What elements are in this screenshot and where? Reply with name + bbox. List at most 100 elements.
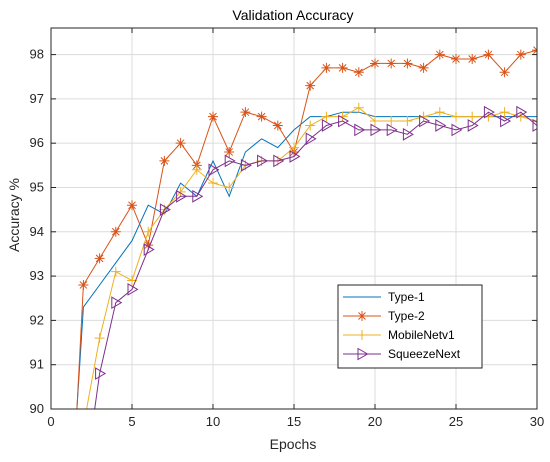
data-point [143,226,154,237]
y-tick-label: 95 [30,179,44,194]
data-point [435,119,447,132]
data-point [321,119,333,132]
data-point [208,111,218,122]
data-point [208,178,218,189]
data-point [370,58,380,69]
y-tick-label: 98 [30,47,44,62]
data-point [256,111,267,122]
data-point [159,203,171,217]
data-point [175,186,186,197]
data-point [532,116,537,127]
data-point [321,111,332,122]
data-point [191,164,202,175]
data-point [337,62,348,73]
data-point [499,107,510,118]
data-point [94,253,105,264]
data-point [305,120,316,131]
legend-marker [357,330,367,340]
data-point [353,67,364,78]
data-point [192,189,204,203]
legend-label: MobileNetv1 [388,328,455,342]
x-axis-label: Epochs [270,436,317,452]
data-point [159,155,170,166]
legend-item: Type-1 [343,290,425,304]
data-point [467,111,478,122]
x-tick-label: 10 [206,414,220,429]
data-point [273,154,285,168]
data-point [418,111,429,122]
data-point [305,132,317,146]
data-point [176,189,188,203]
data-point [434,49,445,60]
data-point [500,114,512,128]
series-area [76,45,537,409]
data-point [224,147,235,158]
data-point [483,111,494,122]
data-point [386,58,397,69]
data-point [94,333,105,344]
data-point [240,158,252,172]
data-point [143,240,154,251]
legend-marker [357,311,367,321]
data-point [451,123,463,137]
data-point [483,49,494,60]
y-tick-label: 97 [30,91,44,106]
x-tick-label: 0 [47,414,54,429]
legend-label: Type-2 [388,309,425,323]
data-point [95,367,107,380]
y-tick-label: 94 [30,224,44,239]
data-point [434,107,445,118]
data-point [419,114,431,128]
data-point [305,80,316,91]
y-tick-label: 90 [30,401,44,416]
data-point [515,49,526,60]
data-point [370,116,380,127]
data-point [111,296,123,310]
data-point [175,138,186,149]
data-point [386,123,398,137]
data-point [418,62,429,73]
data-point [257,154,269,168]
data-point [224,182,235,193]
data-point [321,62,332,73]
data-point [451,54,461,65]
data-point [515,111,526,122]
data-point [272,120,283,131]
data-point [224,154,236,168]
y-tick-label: 91 [30,357,44,372]
data-point [110,266,121,277]
series-squeezenext [94,105,537,409]
data-point [338,114,350,128]
data-point [532,119,537,132]
data-point [516,105,528,119]
data-point [354,123,366,137]
data-point [370,123,382,137]
legend: Type-1 Type-2 MobileNetv1 SqueezeNext [337,284,483,369]
y-tick-label: 93 [30,268,44,283]
legend-label: SqueezeNext [388,347,461,361]
x-tick-label: 20 [368,414,382,429]
data-point [110,226,121,237]
series-type-2 [76,45,537,409]
x-tick-label: 15 [287,414,301,429]
data-point [289,142,299,153]
data-point [289,150,301,163]
data-point [240,107,251,118]
data-point [467,119,479,132]
data-point [208,163,220,177]
data-point [402,127,414,141]
data-point [353,102,364,113]
data-point [483,105,495,119]
data-point [402,58,413,69]
chart-title: Validation Accuracy [232,7,353,23]
data-point [78,279,89,290]
x-tick-label: 5 [128,414,135,429]
legend-item: Type-2 [343,309,425,323]
data-point [451,111,461,122]
data-point [143,243,155,256]
y-axis-label: Accuracy % [6,178,22,252]
data-point [402,116,413,127]
data-point [337,111,348,122]
y-tick-label: 96 [30,135,44,150]
